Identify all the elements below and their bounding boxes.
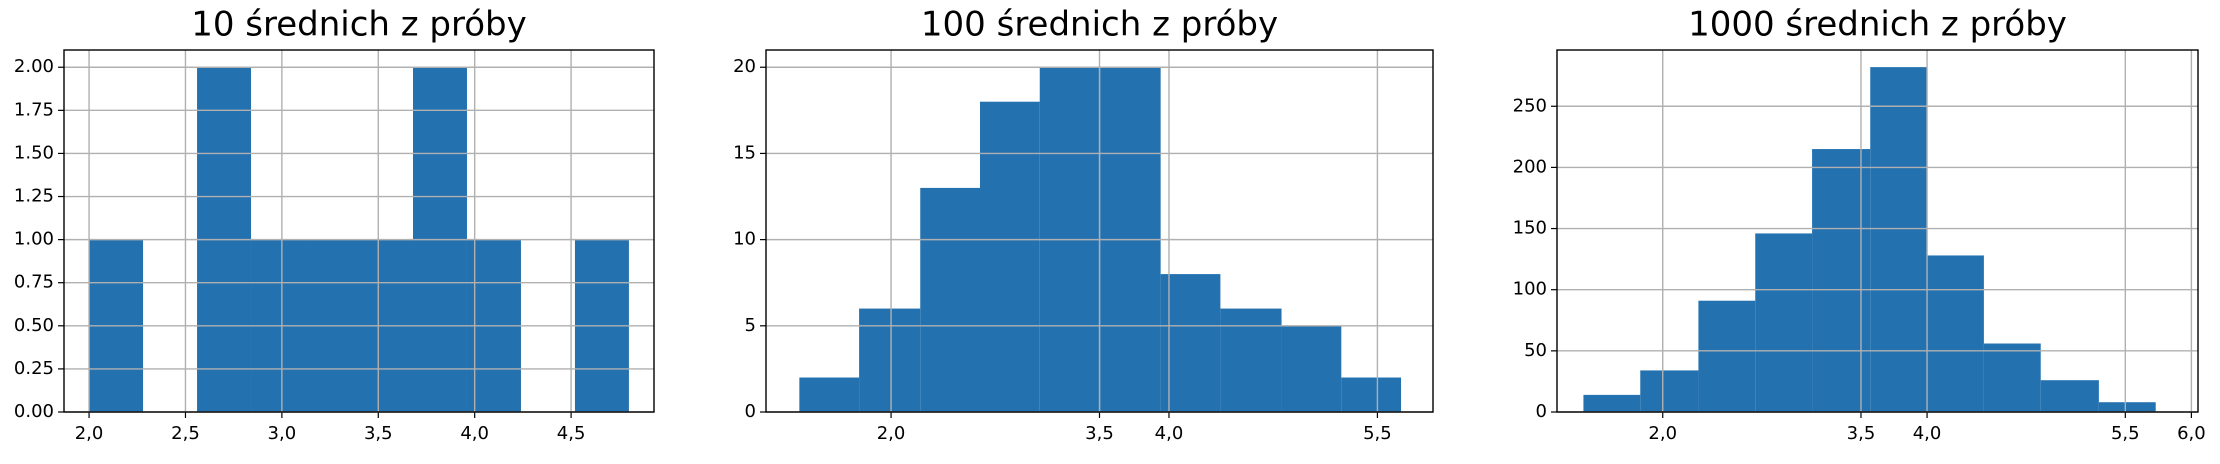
bar xyxy=(859,308,921,412)
x-tick-label: 3,5 xyxy=(1847,423,1876,444)
chart-title: 10 średnich z próby xyxy=(191,5,527,45)
x-tick-label: 5,5 xyxy=(2111,423,2140,444)
y-tick-label: 10 xyxy=(733,229,756,250)
x-tick-label: 6,0 xyxy=(2177,423,2206,444)
x-tick-label: 2,0 xyxy=(75,423,104,444)
axes-frame xyxy=(1556,49,2199,413)
x-tick-label: 2,0 xyxy=(877,423,906,444)
bar xyxy=(1583,394,1641,412)
bar xyxy=(1755,233,1813,412)
y-tick-label: 50 xyxy=(1524,340,1547,361)
bar xyxy=(1983,343,2041,412)
x-tick-label: 3,0 xyxy=(268,423,297,444)
y-tick-label: 1.00 xyxy=(14,229,54,250)
y-tick-label: 1.25 xyxy=(14,186,54,207)
y-tick-label: 0.75 xyxy=(14,272,54,293)
y-tick-label: 0.00 xyxy=(14,401,54,422)
y-tick-label: 1.75 xyxy=(14,99,54,120)
bar xyxy=(1927,255,1984,412)
x-tick-label: 5,5 xyxy=(1363,423,1392,444)
y-tick-label: 2.00 xyxy=(14,56,54,77)
bar xyxy=(1220,308,1282,412)
y-tick-label: 200 xyxy=(1513,156,1547,177)
x-tick-label: 4,5 xyxy=(557,423,586,444)
bar xyxy=(1698,300,1756,412)
bar xyxy=(1341,377,1402,412)
x-tick-label: 3,5 xyxy=(364,423,393,444)
y-tick-label: 0 xyxy=(745,401,756,422)
y-tick-label: 0.50 xyxy=(14,315,54,336)
y-tick-label: 100 xyxy=(1513,279,1547,300)
y-tick-label: 0.25 xyxy=(14,358,54,379)
bar xyxy=(2098,402,2156,412)
y-tick-label: 20 xyxy=(733,56,756,77)
y-tick-label: 5 xyxy=(745,315,756,336)
x-tick-label: 2,0 xyxy=(1648,423,1677,444)
axes-frame xyxy=(765,49,1434,413)
x-tick-label: 4,0 xyxy=(1155,423,1184,444)
y-tick-label: 15 xyxy=(733,142,756,163)
x-tick-label: 4,0 xyxy=(1913,423,1942,444)
y-tick-label: 1.50 xyxy=(14,142,54,163)
chart-title: 100 średnich z próby xyxy=(921,5,1278,45)
bar xyxy=(920,187,980,412)
x-tick-label: 3,5 xyxy=(1085,423,1114,444)
bar xyxy=(979,101,1040,412)
y-tick-label: 0 xyxy=(1536,401,1547,422)
bar xyxy=(2040,380,2099,412)
x-tick-label: 4,0 xyxy=(460,423,489,444)
axes-frame xyxy=(63,49,655,413)
y-tick-label: 250 xyxy=(1513,95,1547,116)
bar xyxy=(1281,325,1342,412)
y-tick-label: 150 xyxy=(1513,218,1547,239)
chart-title: 1000 średnich z próby xyxy=(1688,5,2067,45)
x-tick-label: 2,5 xyxy=(171,423,200,444)
bar xyxy=(1640,370,1699,412)
bar xyxy=(799,377,860,412)
bar xyxy=(1160,274,1221,412)
bar xyxy=(1870,67,1928,413)
